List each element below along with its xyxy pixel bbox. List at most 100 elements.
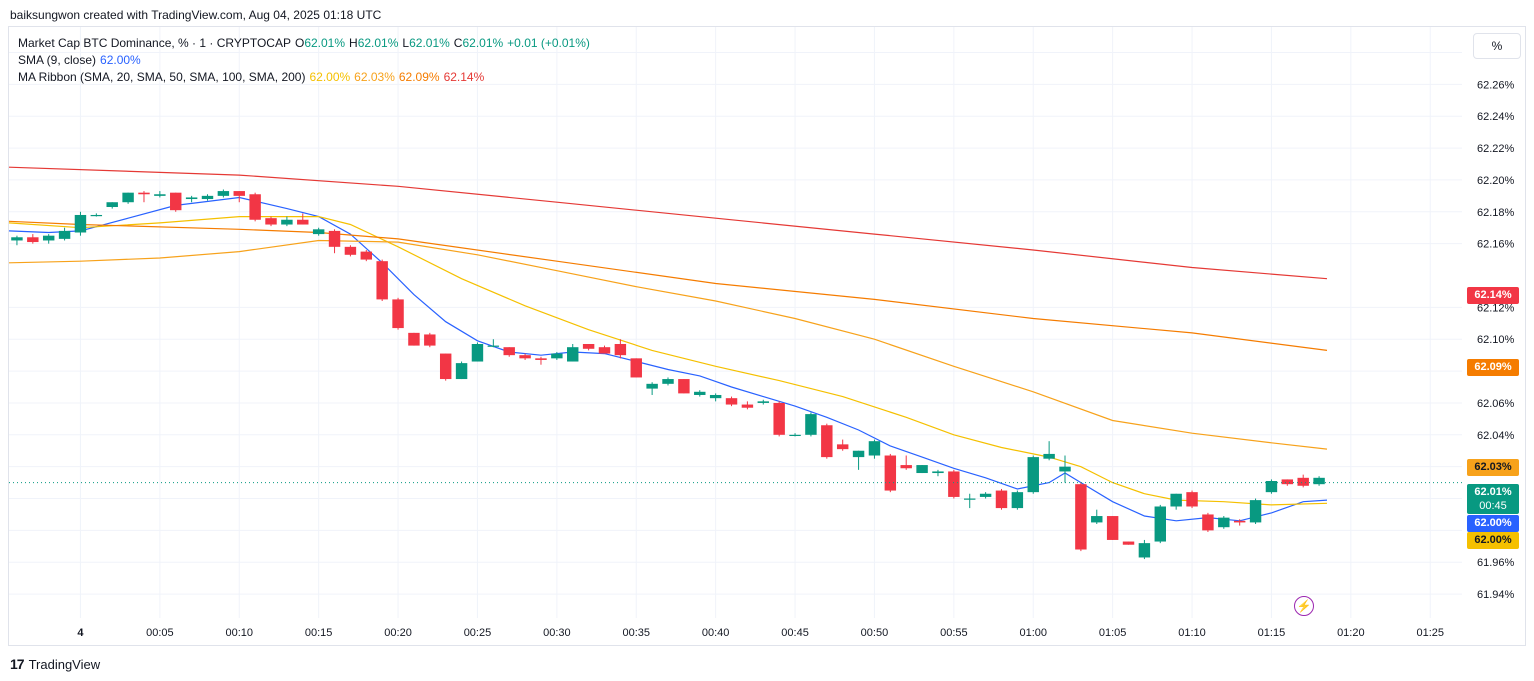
y-tick-label: 62.18% xyxy=(1477,207,1515,219)
candle xyxy=(1218,516,1230,529)
candle-body xyxy=(1218,517,1230,528)
candle-body xyxy=(1138,543,1151,558)
series-line-sma-20 xyxy=(8,216,1328,506)
candle xyxy=(392,297,404,330)
candle-body xyxy=(11,237,23,241)
candle xyxy=(551,351,563,360)
candle-body xyxy=(1233,520,1246,523)
x-tick-label: 01:05 xyxy=(1099,627,1127,639)
candle xyxy=(27,234,39,244)
candle-body xyxy=(27,237,39,243)
candle-body xyxy=(376,261,388,300)
y-tick-label: 61.94% xyxy=(1477,589,1515,601)
candle-body xyxy=(805,414,817,435)
candle xyxy=(1138,539,1151,560)
candle-body xyxy=(392,299,404,329)
candle-body xyxy=(725,398,738,405)
candle-body xyxy=(281,219,293,225)
y-tick-label: 62.16% xyxy=(1477,239,1515,251)
candle xyxy=(58,227,71,241)
candle-body xyxy=(233,191,245,196)
candle xyxy=(1011,490,1024,510)
legend-change: +0.01 (+0.01%) xyxy=(507,36,590,50)
legend-ribbon-label: MA Ribbon (SMA, 20, SMA, 50, SMA, 100, S… xyxy=(18,70,306,84)
candle xyxy=(122,192,134,204)
candle-body xyxy=(328,230,341,247)
candle xyxy=(1297,474,1309,488)
candle-body xyxy=(297,219,309,225)
x-tick-label: 01:10 xyxy=(1178,627,1206,639)
candle xyxy=(646,382,658,395)
candle xyxy=(471,342,484,362)
candle-body xyxy=(1154,506,1167,542)
candle-body xyxy=(487,345,500,347)
legend-high-label: H xyxy=(349,36,358,50)
y-tick-label: 62.06% xyxy=(1477,398,1515,410)
candle-body xyxy=(1106,516,1119,540)
candle-body xyxy=(694,391,706,395)
y-tick-label: 61.96% xyxy=(1477,557,1515,569)
candle-body xyxy=(455,363,468,380)
candle-body xyxy=(201,195,214,200)
candle xyxy=(1265,479,1278,494)
x-axis: 4 00:05 00:10 00:15 00:20 00:25 00:30 00:35 00:4… xyxy=(77,627,1444,639)
legend-close: 62.01% xyxy=(462,36,504,50)
tradingview-brand[interactable]: 17 TradingView xyxy=(10,656,100,672)
candle-body xyxy=(821,425,833,458)
candle xyxy=(1186,490,1198,509)
candle xyxy=(455,361,468,380)
y-tick-label: 62.22% xyxy=(1477,143,1515,155)
candle xyxy=(900,455,912,470)
legend-sma-row[interactable]: SMA (9, close) 62.00% xyxy=(18,52,594,69)
candle xyxy=(360,250,373,262)
chart-frame[interactable] xyxy=(8,26,1526,646)
candle xyxy=(948,469,960,499)
y-tick-label: 62.12% xyxy=(1477,302,1515,314)
lightning-icon[interactable]: ⚡ xyxy=(1294,596,1314,616)
legend-ribbon-ma20: 62.00% xyxy=(309,70,351,84)
x-tick-label: 00:35 xyxy=(622,627,650,639)
x-tick-label: 01:20 xyxy=(1337,627,1365,639)
y-tick-label: 62.10% xyxy=(1477,334,1515,346)
candle-body xyxy=(662,379,674,384)
candle-body xyxy=(74,214,87,233)
legend-symbol-row: Market Cap BTC Dominance, % · 1 · CRYPTO… xyxy=(18,35,594,52)
candle-body xyxy=(1011,492,1024,509)
candle xyxy=(1122,541,1135,545)
candle xyxy=(439,353,452,381)
candle-body xyxy=(1075,484,1087,550)
candle-body xyxy=(964,498,976,500)
candle-body xyxy=(932,471,944,474)
legend-close-label: C xyxy=(453,36,463,50)
candle-body xyxy=(646,383,658,389)
chart-legend: Market Cap BTC Dominance, % · 1 · CRYPTO… xyxy=(18,35,594,86)
candle-body xyxy=(1043,453,1055,459)
candle-body xyxy=(582,344,595,349)
percent-scale-button[interactable]: % xyxy=(1473,33,1521,59)
candle-body xyxy=(1027,457,1039,493)
legend-ribbon-ma50: 62.03% xyxy=(354,70,395,84)
brand-name: TradingView xyxy=(28,656,101,672)
legend-ribbon-row[interactable]: MA Ribbon (SMA, 20, SMA, 50, SMA, 100, S… xyxy=(18,69,594,86)
candle xyxy=(964,493,976,509)
candle xyxy=(1027,455,1039,494)
x-tick-label: 00:50 xyxy=(861,627,889,639)
candle xyxy=(582,344,595,351)
legend-sma-label: SMA (9, close) xyxy=(18,53,97,67)
candle-body xyxy=(916,465,928,474)
candle-body xyxy=(122,192,134,203)
candle-body xyxy=(741,404,754,408)
legend-symbol: Market Cap BTC Dominance, % · 1 · CRYPTO… xyxy=(18,36,291,50)
candle xyxy=(1091,509,1103,525)
series-line-sma-9-close- xyxy=(8,196,1328,522)
candle xyxy=(678,379,690,394)
candle-body xyxy=(709,394,722,399)
y-tick-label: 62.04% xyxy=(1477,430,1515,442)
y-tick-label: 62.24% xyxy=(1477,111,1515,123)
candle xyxy=(789,433,801,437)
candle xyxy=(694,390,706,397)
candle xyxy=(312,227,325,236)
x-tick-label: 00:40 xyxy=(702,627,730,639)
candle-body xyxy=(1186,492,1198,507)
